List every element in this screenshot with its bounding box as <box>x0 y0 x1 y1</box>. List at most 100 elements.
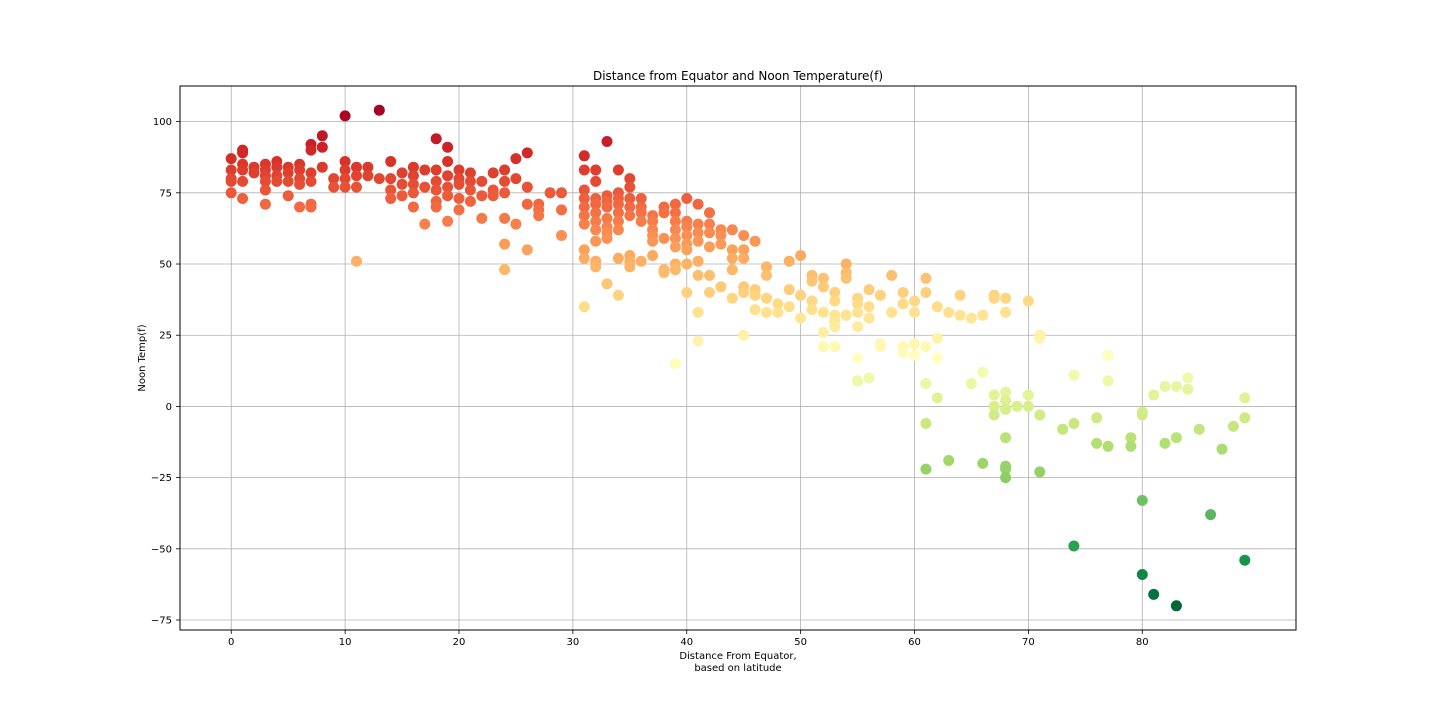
scatter-point <box>1170 432 1182 444</box>
scatter-point <box>1136 409 1148 421</box>
scatter-point <box>669 224 681 236</box>
scatter-point <box>726 244 738 256</box>
y-tick-label: 50 <box>159 260 172 271</box>
x-axis-label-line-2: based on latitude <box>694 663 781 674</box>
scatter-point <box>601 136 613 147</box>
scatter-point <box>590 207 602 219</box>
scatter-point <box>407 187 419 199</box>
scatter-point <box>681 258 693 270</box>
scatter-point <box>556 187 567 199</box>
scatter-point <box>1068 418 1080 429</box>
scatter-point <box>909 349 920 361</box>
scatter-point <box>704 241 715 253</box>
scatter-point <box>1239 554 1251 566</box>
scatter-point <box>385 173 397 185</box>
scatter-point <box>624 210 636 222</box>
scatter-point <box>783 284 795 296</box>
scatter-point <box>817 326 829 338</box>
scatter-point <box>1034 332 1046 344</box>
scatter-point <box>1034 409 1046 421</box>
scatter-point <box>590 198 602 210</box>
scatter-point <box>339 173 351 185</box>
scatter-point <box>612 252 624 264</box>
scatter-point <box>1011 400 1023 412</box>
scatter-point <box>726 264 738 276</box>
scatter-point <box>647 235 659 247</box>
scatter-point <box>1239 392 1251 404</box>
scatter-point <box>692 218 704 230</box>
scatter-point <box>954 289 966 301</box>
scatter-point <box>339 181 351 193</box>
scatter-point <box>590 175 602 187</box>
scatter-point <box>931 352 943 364</box>
scatter-point <box>658 232 670 244</box>
scatter-point <box>920 341 932 353</box>
scatter-point <box>624 193 636 204</box>
scatter-point <box>590 261 602 273</box>
scatter-point <box>852 321 864 333</box>
scatter-point <box>305 167 317 179</box>
scatter-point <box>1148 588 1160 600</box>
scatter-point <box>874 289 886 301</box>
scatter-point <box>533 210 545 222</box>
scatter-point <box>988 389 1000 401</box>
scatter-point <box>476 190 488 202</box>
scatter-point <box>578 301 590 313</box>
scatter-point <box>692 198 704 210</box>
scatter-point <box>578 252 590 264</box>
scatter-point <box>909 306 920 318</box>
scatter-point <box>658 267 670 279</box>
scatter-point <box>943 455 955 466</box>
scatter-point <box>362 161 374 173</box>
scatter-point <box>863 372 875 384</box>
axis-ticks: 0 10 20 30 40 50 60 70 80 −75 −50 −25 0 25 50 75 100 <box>151 117 1149 648</box>
scatter-point <box>419 181 431 193</box>
scatter-point <box>590 224 602 236</box>
scatter-point <box>521 198 533 210</box>
scatter-point <box>1022 400 1034 412</box>
scatter-point <box>521 147 533 159</box>
scatter-point <box>612 224 624 236</box>
scatter-point <box>897 346 909 358</box>
scatter-point <box>931 392 943 404</box>
scatter-point <box>487 167 499 179</box>
scatter-point <box>681 193 693 204</box>
x-tick-label: 20 <box>453 637 466 648</box>
scatter-point <box>259 184 271 196</box>
scatter-point <box>476 175 488 187</box>
scatter-point <box>783 255 795 267</box>
scatter-point <box>578 184 590 196</box>
scatter-point <box>977 457 989 469</box>
scatter-point <box>772 298 784 310</box>
scatter-point <box>806 295 818 307</box>
scatter-point <box>601 232 613 244</box>
scatter-point <box>726 252 738 264</box>
scatter-point <box>351 181 362 193</box>
scatter-point <box>476 212 488 224</box>
x-tick-label: 80 <box>1136 637 1149 648</box>
scatter-point <box>704 269 715 281</box>
scatter-point <box>1205 509 1217 521</box>
scatter-point <box>271 175 283 187</box>
scatter-point <box>556 230 567 241</box>
scatter-point <box>1159 381 1171 392</box>
scatter-point <box>726 224 738 236</box>
scatter-point <box>909 338 920 350</box>
scatter-point <box>1125 440 1137 452</box>
scatter-point <box>1227 420 1239 432</box>
scatter-point <box>749 304 761 316</box>
scatter-point <box>612 164 624 176</box>
scatter-point <box>396 167 408 179</box>
scatter-point <box>351 255 362 267</box>
scatter-point <box>396 178 408 190</box>
y-tick-label: 25 <box>159 331 172 342</box>
scatter-point <box>931 301 943 313</box>
scatter-point <box>1136 494 1148 506</box>
scatter-point <box>692 255 704 267</box>
scatter-point <box>647 215 659 227</box>
scatter-point <box>487 190 499 202</box>
scatter-point <box>1239 412 1251 424</box>
scatter-point <box>316 161 328 173</box>
y-tick-label: 0 <box>166 402 172 413</box>
scatter-point <box>305 201 317 213</box>
